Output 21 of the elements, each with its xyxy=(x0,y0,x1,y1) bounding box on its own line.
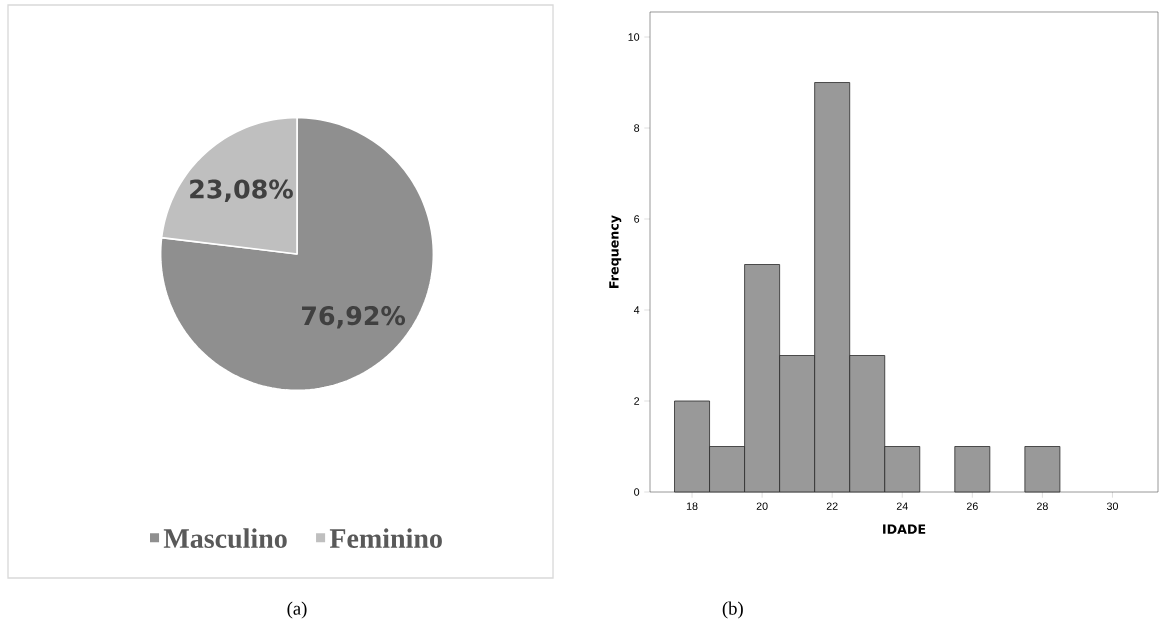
legend-label: Feminino xyxy=(329,528,442,548)
x-tick-label: 20 xyxy=(756,502,768,510)
x-tick-label: 26 xyxy=(966,502,978,510)
x-tick-label: 30 xyxy=(1106,502,1118,510)
x-tick-label: 28 xyxy=(1037,502,1048,510)
y-tick-label: 4 xyxy=(633,306,640,314)
y-tick-label: 8 xyxy=(634,124,640,132)
legend-label: Masculino xyxy=(163,528,287,549)
text: (b) xyxy=(722,601,743,619)
y-axis-title: Frequency xyxy=(609,215,622,288)
y-tick-label: 0 xyxy=(634,488,640,496)
x-axis-title: IDADE xyxy=(883,524,926,534)
x-tick-label: 24 xyxy=(896,502,908,510)
y-tick-label: 6 xyxy=(634,215,640,223)
y-tick-label: 10 xyxy=(628,33,640,41)
x-tick-label: 22 xyxy=(826,502,838,510)
data-label: 23,08% xyxy=(190,179,293,202)
data-label: 76,92% xyxy=(302,306,406,329)
text: (a) xyxy=(287,601,307,619)
x-tick-label: 18 xyxy=(686,502,698,510)
y-tick-label: 2 xyxy=(634,397,640,405)
